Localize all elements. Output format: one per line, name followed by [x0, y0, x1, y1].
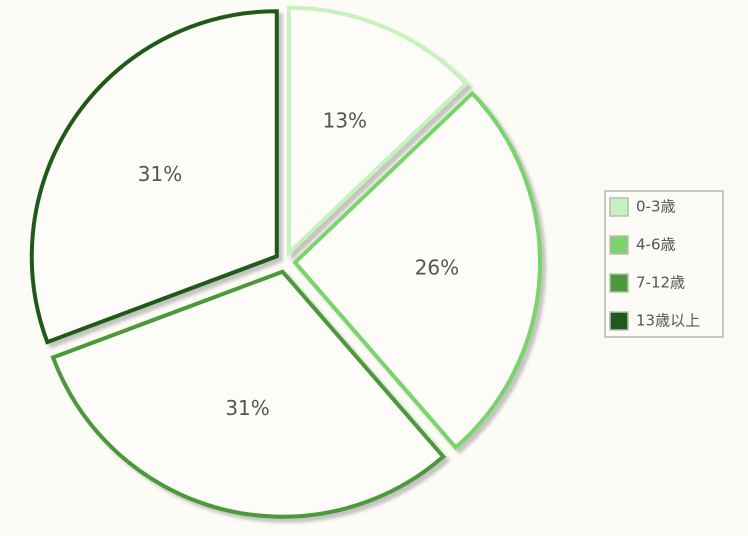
legend: 0-3歳 4-6歳 7-12歳 13歳以上: [604, 190, 724, 338]
wedge: [29, 9, 279, 345]
legend-label: 13歳以上: [636, 312, 700, 330]
legend-swatch: [609, 311, 629, 331]
wedge: [286, 5, 469, 258]
wedge: [292, 90, 542, 451]
wedge: [50, 269, 447, 519]
value-label: 26%: [415, 256, 459, 280]
legend-swatch: [609, 273, 629, 293]
legend-label: 7-12歳: [636, 274, 685, 292]
legend-swatch: [609, 235, 629, 255]
value-label: 13%: [323, 109, 367, 133]
value-label: 31%: [225, 396, 269, 420]
pie: 13% 26% 31% 31%: [29, 5, 542, 519]
legend-swatch: [609, 197, 629, 217]
legend-label: 0-3歳: [636, 198, 676, 216]
value-label: 31%: [138, 162, 182, 186]
legend-label: 4-6歳: [636, 236, 676, 254]
